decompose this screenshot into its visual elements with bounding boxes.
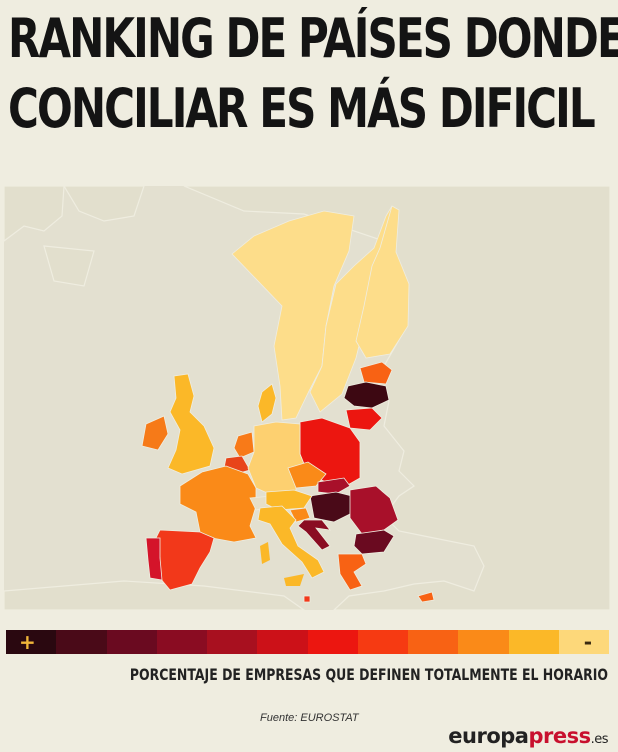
map-svg bbox=[3, 185, 611, 611]
legend-swatch-12 bbox=[558, 630, 609, 654]
region-malta bbox=[303, 595, 311, 603]
region-estonia bbox=[359, 361, 393, 385]
region-bulgaria bbox=[353, 529, 395, 555]
legend-caption: PORCENTAJE DE EMPRESAS QUE DEFINEN TOTAL… bbox=[129, 665, 608, 684]
region-lithuania bbox=[345, 407, 383, 431]
region-latvia bbox=[343, 381, 390, 409]
page-title: RANKING DE PAÍSES DONDE CONCILIAR ES MÁS… bbox=[8, 4, 618, 144]
region-croatia bbox=[297, 519, 331, 551]
region-spain bbox=[153, 529, 215, 591]
legend-plus-label: + bbox=[19, 630, 36, 654]
legend-swatch-6 bbox=[257, 630, 308, 654]
brand-logo: europapress.es bbox=[448, 724, 608, 748]
region-france bbox=[179, 465, 257, 543]
region-denmark bbox=[257, 383, 277, 423]
region-uk bbox=[167, 373, 215, 475]
legend-swatch-5 bbox=[207, 630, 258, 654]
region-greece bbox=[337, 553, 367, 591]
region-netherlands bbox=[233, 431, 255, 459]
region-finland bbox=[355, 205, 410, 359]
region-ireland bbox=[141, 415, 169, 451]
region-portugal bbox=[145, 537, 163, 581]
source-note: Fuente: EUROSTAT bbox=[260, 712, 359, 724]
region-italy-sardinia bbox=[260, 542, 270, 564]
legend-swatch-1 bbox=[6, 630, 57, 654]
region-cyprus bbox=[417, 591, 435, 603]
legend-swatch-9 bbox=[408, 630, 459, 654]
legend-swatch-7 bbox=[307, 630, 358, 654]
color-scale-legend: + - bbox=[6, 630, 609, 654]
legend-swatch-2 bbox=[56, 630, 107, 654]
title-line-2: CONCILIAR ES MÁS DIFICIL bbox=[8, 77, 596, 140]
europe-map bbox=[3, 185, 611, 611]
region-romania bbox=[349, 485, 399, 535]
legend-minus-label: - bbox=[583, 630, 592, 654]
region-italy-sicily bbox=[284, 574, 304, 586]
legend-swatch-4 bbox=[156, 630, 207, 654]
title-line-1: RANKING DE PAÍSES DONDE bbox=[8, 7, 618, 70]
region-czechia bbox=[287, 461, 327, 489]
legend-swatch-3 bbox=[106, 630, 157, 654]
region-italy bbox=[257, 505, 325, 579]
legend-swatch-11 bbox=[508, 630, 559, 654]
legend-swatch-8 bbox=[357, 630, 408, 654]
region-hungary bbox=[309, 491, 353, 523]
region-slovakia bbox=[317, 477, 351, 495]
legend-swatch-10 bbox=[458, 630, 509, 654]
